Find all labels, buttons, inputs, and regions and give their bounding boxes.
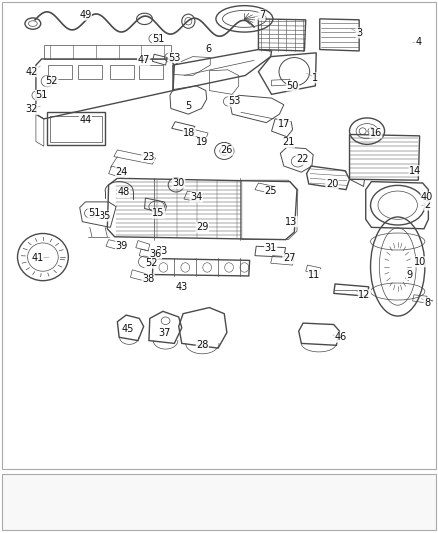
Text: 51: 51: [88, 208, 100, 218]
Text: 15: 15: [152, 208, 165, 218]
Text: 25: 25: [265, 186, 277, 196]
Text: 52: 52: [145, 258, 157, 268]
Text: 44: 44: [79, 115, 92, 125]
Text: 30: 30: [173, 178, 185, 188]
Text: 26: 26: [221, 145, 233, 155]
Text: 49: 49: [79, 10, 92, 20]
Text: 52: 52: [46, 76, 58, 86]
Text: 33: 33: [155, 246, 167, 256]
Text: Clamp-Blower Motor Wheel: Clamp-Blower Motor Wheel: [148, 498, 290, 508]
Text: 48: 48: [117, 188, 130, 197]
Text: 36: 36: [149, 249, 162, 259]
Text: 43: 43: [176, 282, 188, 292]
Text: 12: 12: [358, 290, 371, 300]
Text: 17: 17: [278, 118, 290, 128]
FancyBboxPatch shape: [2, 473, 436, 530]
Text: 28: 28: [196, 340, 208, 350]
Text: Diagram for 2837680: Diagram for 2837680: [170, 516, 268, 525]
Text: 3: 3: [356, 28, 362, 38]
Text: 18: 18: [183, 128, 195, 138]
Text: 31: 31: [265, 243, 277, 253]
Text: 39: 39: [116, 241, 128, 251]
Text: 51: 51: [152, 34, 165, 44]
Text: 51: 51: [35, 90, 48, 100]
Text: 6: 6: [205, 44, 211, 54]
Text: 41: 41: [31, 254, 43, 263]
Text: 4: 4: [415, 37, 421, 47]
Text: 21: 21: [282, 138, 294, 148]
Text: 27: 27: [283, 254, 295, 263]
Text: 7: 7: [259, 10, 265, 20]
Text: 13: 13: [285, 217, 297, 227]
Text: 53: 53: [228, 96, 240, 107]
Text: 10: 10: [414, 257, 427, 267]
Text: 16: 16: [370, 128, 382, 138]
Text: 45: 45: [122, 324, 134, 334]
Text: 9: 9: [406, 270, 413, 279]
Text: 1999 Jeep Grand Cherokee: 1999 Jeep Grand Cherokee: [131, 479, 307, 491]
Text: 29: 29: [196, 222, 208, 232]
Text: 23: 23: [142, 151, 154, 161]
Text: 40: 40: [421, 192, 433, 202]
Text: 47: 47: [138, 55, 150, 66]
Text: 20: 20: [326, 179, 338, 189]
Text: 38: 38: [142, 274, 154, 284]
Text: 35: 35: [98, 211, 110, 221]
Text: 37: 37: [158, 328, 170, 337]
Text: 22: 22: [296, 155, 308, 165]
Text: 32: 32: [25, 104, 38, 115]
Text: 8: 8: [424, 298, 430, 308]
Text: 34: 34: [190, 192, 202, 202]
Text: 1: 1: [312, 73, 318, 83]
Text: 50: 50: [286, 81, 299, 91]
Text: 46: 46: [335, 332, 347, 342]
Text: 11: 11: [308, 270, 321, 279]
Text: 53: 53: [168, 53, 180, 62]
Text: 2: 2: [424, 200, 430, 210]
Text: 24: 24: [116, 167, 128, 177]
Text: 19: 19: [196, 138, 208, 148]
Text: 5: 5: [185, 101, 191, 111]
Text: 42: 42: [25, 67, 38, 77]
Text: 14: 14: [409, 166, 421, 176]
